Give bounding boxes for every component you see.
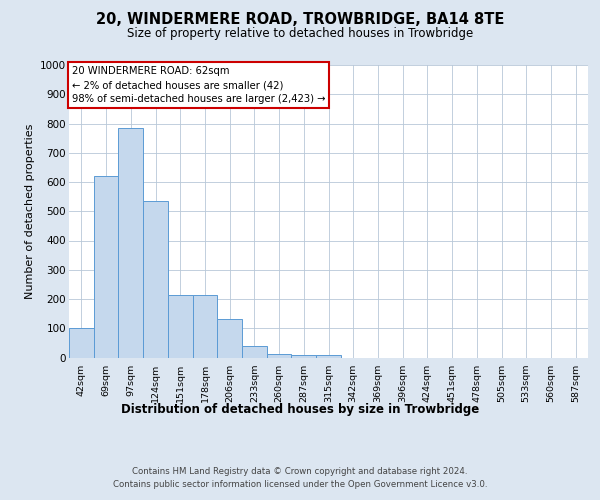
Bar [193,294,217,358]
Text: Contains public sector information licensed under the Open Government Licence v3: Contains public sector information licen… [113,480,487,489]
Bar [242,346,267,358]
Bar [143,201,168,358]
Bar [292,355,316,358]
Text: Distribution of detached houses by size in Trowbridge: Distribution of detached houses by size … [121,402,479,415]
Text: 20 WINDERMERE ROAD: 62sqm
← 2% of detached houses are smaller (42)
98% of semi-d: 20 WINDERMERE ROAD: 62sqm ← 2% of detach… [71,66,325,104]
Bar [94,176,118,358]
Text: Size of property relative to detached houses in Trowbridge: Size of property relative to detached ho… [127,28,473,40]
Bar [316,355,341,358]
Y-axis label: Number of detached properties: Number of detached properties [25,124,35,299]
Bar [168,294,193,358]
Text: 20, WINDERMERE ROAD, TROWBRIDGE, BA14 8TE: 20, WINDERMERE ROAD, TROWBRIDGE, BA14 8T… [96,12,504,28]
Bar [217,320,242,358]
Text: Contains HM Land Registry data © Crown copyright and database right 2024.: Contains HM Land Registry data © Crown c… [132,468,468,476]
Bar [69,328,94,358]
Bar [118,128,143,358]
Bar [267,354,292,358]
